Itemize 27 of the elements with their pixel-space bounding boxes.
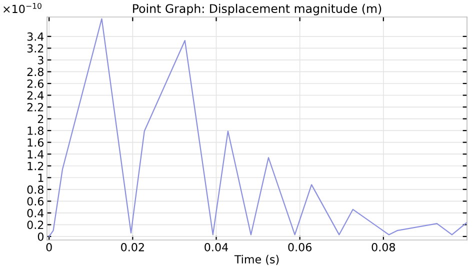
y-tick-label: 0.2 (27, 220, 44, 230)
y-tick-label: 2.8 (27, 68, 44, 76)
y-tick-label: 1.8 (28, 126, 44, 135)
y-tick-label: 0 (38, 232, 44, 241)
y-tick-label: 1 (38, 174, 44, 182)
x-tick-label: 0.04 (204, 242, 228, 252)
y-tick-label: 2 (38, 114, 44, 124)
y-tick-label: 3.2 (27, 44, 44, 53)
x-tick-label: 0.08 (372, 242, 396, 252)
y-tick-label: 3 (38, 56, 44, 64)
x-tick-label: 0 (46, 242, 52, 252)
y-tick-label: 1.4 (28, 150, 44, 158)
y-tick-label: 2.6 (27, 79, 44, 88)
y-tick-label: 1.2 (28, 162, 44, 170)
y-tick-label: 2.2 (27, 103, 44, 112)
text: ×10$^{−10}$ (4, 2, 42, 14)
x-tick-label: 0.02 (121, 242, 144, 252)
x-tick-label: 0.06 (288, 242, 312, 252)
y-tick-label: 0.6 (27, 197, 44, 206)
y-tick-label: 0.8 (27, 185, 44, 194)
chart-title: Point Graph: Displacement magnitude (m) (133, 4, 382, 16)
y-tick-label: 1.6 (28, 138, 44, 147)
y-tick-label: 2.4 (27, 91, 44, 100)
y-tick-label: 0.4 (27, 208, 44, 218)
x-axis-title: Time (s) (234, 254, 279, 265)
y-tick-label: 3.4 (27, 32, 44, 41)
line-series (48, 18, 467, 238)
